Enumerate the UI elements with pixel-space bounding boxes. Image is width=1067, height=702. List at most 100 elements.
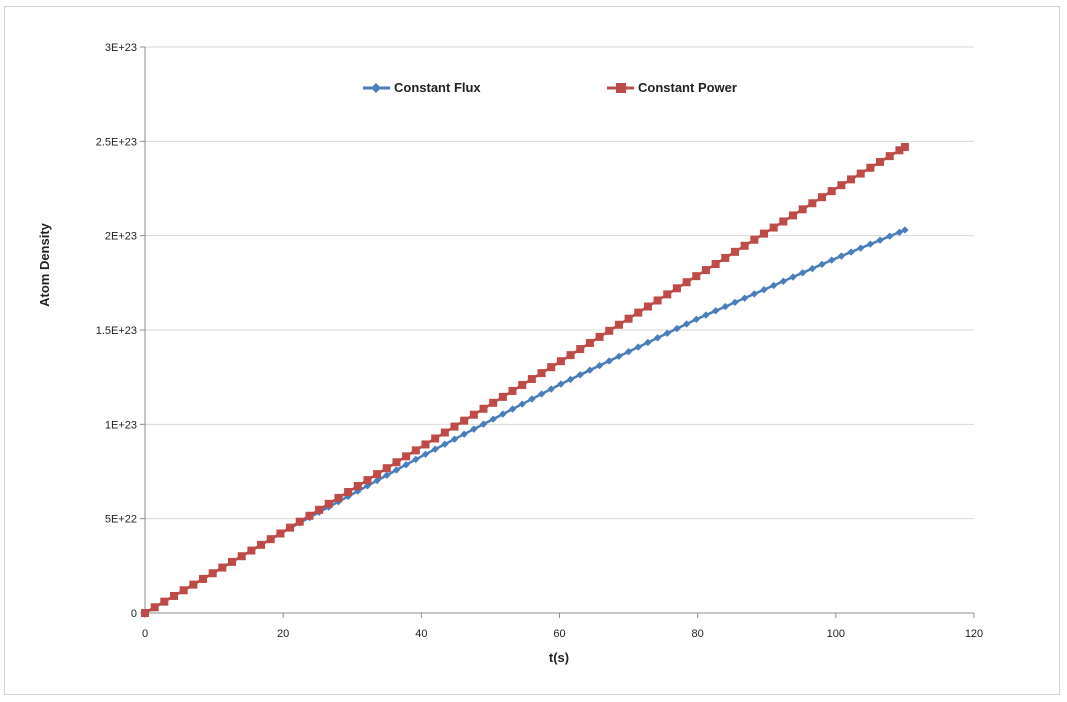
data-point bbox=[711, 260, 720, 269]
data-point bbox=[605, 326, 614, 335]
data-point bbox=[605, 357, 613, 365]
data-point bbox=[179, 586, 188, 595]
y-tick-labels: 0 5E+22 1E+23 1.5E+23 2E+23 2.5E+23 3E+23 bbox=[96, 42, 137, 620]
data-point bbox=[373, 476, 381, 485]
series bbox=[141, 142, 909, 617]
data-point bbox=[470, 425, 478, 433]
data-point bbox=[421, 440, 430, 449]
data-point bbox=[421, 450, 430, 458]
data-point bbox=[412, 455, 420, 464]
data-point bbox=[828, 256, 836, 264]
data-point bbox=[527, 375, 536, 384]
legend-item-constant-flux[interactable]: Constant Flux bbox=[363, 80, 481, 95]
data-point bbox=[450, 422, 459, 431]
data-point bbox=[344, 487, 353, 496]
data-point bbox=[363, 476, 372, 485]
data-point bbox=[199, 574, 208, 583]
data-point bbox=[373, 470, 382, 479]
data-point bbox=[779, 277, 788, 285]
grid-lines bbox=[145, 46, 974, 520]
data-point bbox=[847, 248, 855, 256]
data-point bbox=[624, 348, 633, 356]
data-point bbox=[547, 385, 555, 393]
axes bbox=[140, 46, 975, 618]
data-point bbox=[827, 187, 836, 196]
data-point bbox=[576, 345, 585, 354]
data-point bbox=[759, 229, 768, 238]
x-tick-label: 20 bbox=[277, 628, 289, 640]
data-point bbox=[595, 361, 604, 370]
data-point bbox=[624, 314, 633, 323]
x-tick-label: 80 bbox=[692, 628, 704, 640]
data-point bbox=[760, 286, 768, 294]
data-point bbox=[460, 416, 469, 425]
data-point bbox=[615, 352, 623, 360]
data-point bbox=[692, 315, 700, 324]
y-tick-label: 2.5E+23 bbox=[96, 136, 137, 148]
data-point bbox=[886, 232, 894, 240]
y-tick-label: 3E+23 bbox=[105, 42, 137, 54]
series-constant-flux bbox=[141, 226, 909, 617]
data-point bbox=[576, 371, 584, 379]
data-point bbox=[498, 392, 507, 401]
data-point bbox=[518, 400, 526, 408]
data-point bbox=[160, 597, 169, 606]
data-point bbox=[508, 405, 517, 413]
series-constant-power bbox=[141, 142, 909, 617]
y-tick-label: 1E+23 bbox=[105, 419, 137, 431]
y-tick-label: 1.5E+23 bbox=[96, 325, 137, 337]
data-point bbox=[682, 278, 691, 287]
data-point bbox=[469, 410, 478, 419]
data-point bbox=[750, 290, 758, 298]
data-point bbox=[721, 253, 730, 262]
data-point bbox=[692, 272, 701, 281]
data-point bbox=[266, 535, 275, 544]
data-point bbox=[895, 228, 904, 236]
data-point bbox=[644, 338, 652, 347]
x-tick-label: 0 bbox=[142, 628, 148, 640]
data-point bbox=[315, 505, 324, 514]
data-point bbox=[702, 311, 710, 319]
data-point bbox=[257, 540, 266, 549]
data-point bbox=[218, 563, 227, 572]
data-point bbox=[508, 386, 517, 395]
data-point bbox=[402, 461, 410, 469]
data-point bbox=[857, 244, 865, 252]
data-point bbox=[643, 302, 652, 311]
x-axis-title: t(s) bbox=[549, 650, 569, 665]
x-tick-label: 100 bbox=[827, 628, 845, 640]
legend-item-constant-power[interactable]: Constant Power bbox=[607, 80, 737, 95]
y-tick-label: 2E+23 bbox=[105, 231, 137, 243]
y-axis-title: Atom Density bbox=[37, 222, 52, 307]
data-point bbox=[876, 236, 884, 244]
y-tick-label: 0 bbox=[131, 608, 137, 620]
data-point bbox=[663, 329, 671, 337]
data-point bbox=[730, 247, 739, 256]
data-point bbox=[237, 552, 246, 561]
series-line bbox=[144, 228, 906, 615]
data-point bbox=[247, 546, 256, 555]
data-point bbox=[518, 380, 527, 389]
data-point bbox=[837, 252, 846, 260]
data-point bbox=[885, 152, 894, 161]
data-point bbox=[866, 240, 875, 248]
data-point bbox=[324, 499, 333, 508]
data-point bbox=[557, 380, 565, 388]
data-point bbox=[586, 366, 594, 374]
data-point bbox=[566, 351, 575, 360]
data-point bbox=[489, 415, 497, 423]
data-point bbox=[701, 266, 710, 275]
data-point bbox=[537, 390, 546, 398]
data-point bbox=[208, 569, 217, 578]
legend-label-constant-flux: Constant Flux bbox=[394, 80, 481, 95]
data-point bbox=[866, 163, 875, 172]
data-point bbox=[750, 235, 759, 244]
legend-swatch-marker-power bbox=[616, 83, 626, 93]
data-point bbox=[895, 146, 904, 155]
data-point bbox=[634, 308, 643, 317]
legend[interactable]: Constant Flux Constant Power bbox=[363, 80, 737, 95]
data-point bbox=[450, 435, 459, 443]
data-point bbox=[566, 375, 575, 384]
data-point bbox=[789, 273, 797, 281]
data-point bbox=[479, 404, 488, 413]
